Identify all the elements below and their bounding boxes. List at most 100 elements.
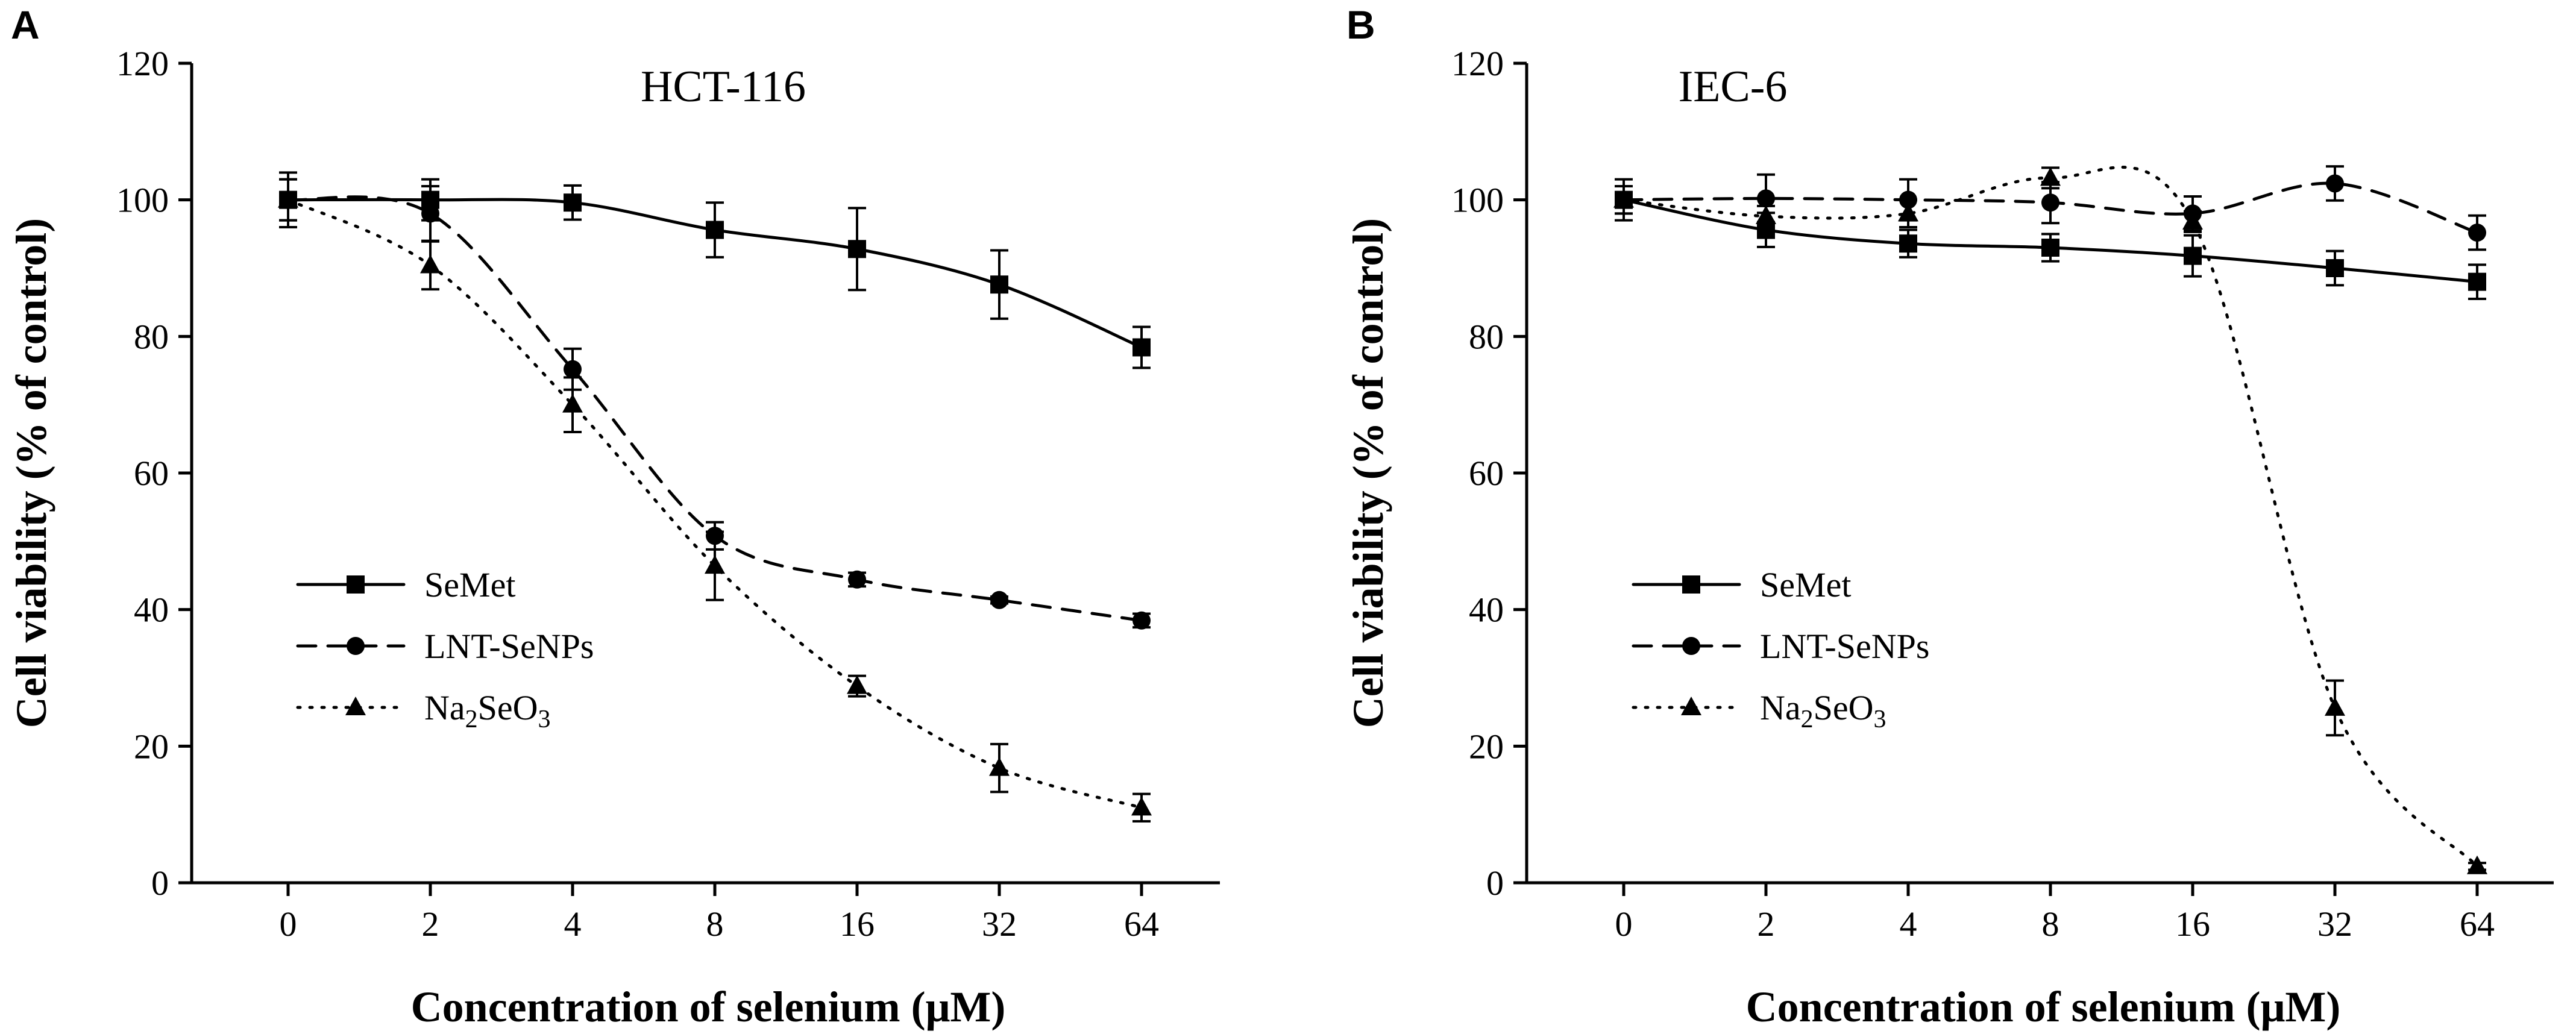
x-tick-label: 64 [2460, 904, 2495, 944]
legend-label-part: SeO [1814, 688, 1874, 727]
legend-label: Na2SeO3 [424, 688, 551, 733]
x-tick-label: 4 [1900, 904, 1917, 944]
legend-marker [347, 637, 365, 655]
legend-marker [1681, 697, 1701, 715]
y-tick-label: 60 [1469, 454, 1504, 493]
data-point [2184, 246, 2202, 265]
series-line [286, 195, 1143, 622]
legend-label-part: Na [1760, 688, 1801, 727]
data-point [2326, 259, 2344, 277]
data-point [2041, 239, 2059, 257]
data-point [564, 193, 582, 212]
data-point [2468, 272, 2486, 291]
data-point [1132, 611, 1151, 630]
x-axis-title: Concentration of selenium (μM) [1746, 983, 2341, 1031]
data-point [2326, 174, 2344, 193]
y-tick-label: 0 [1486, 863, 1504, 903]
data-point [1757, 189, 1775, 208]
data-point [989, 757, 1010, 776]
data-point [2041, 193, 2059, 212]
data-point [990, 591, 1008, 609]
data-point [1132, 338, 1151, 357]
y-tick-label: 20 [134, 727, 169, 766]
x-tick-label: 64 [1124, 904, 1159, 944]
legend-marker [1682, 637, 1700, 655]
series-na2seo3 [278, 171, 1152, 822]
y-tick-label: 100 [116, 181, 169, 220]
series-na2seo3 [1613, 166, 2487, 874]
data-point [2468, 224, 2486, 242]
data-point [1131, 797, 1152, 816]
x-tick-label: 4 [564, 904, 582, 944]
x-tick-label: 0 [1615, 904, 1633, 944]
legend-label-part: 2 [465, 706, 478, 733]
legend-label: Na2SeO3 [1760, 688, 1886, 733]
x-tick-label: 16 [840, 904, 875, 944]
y-tick-label: 80 [1469, 317, 1504, 356]
y-tick-label: 20 [1469, 727, 1504, 766]
legend-label-part: 3 [538, 706, 551, 733]
data-point [847, 675, 867, 694]
data-point [705, 555, 725, 574]
x-tick-label: 16 [2175, 904, 2210, 944]
y-tick-label: 40 [1469, 591, 1504, 630]
chart-title: IEC-6 [1679, 62, 1788, 111]
legend-label-part: SeMet [424, 565, 515, 604]
x-tick-label: 8 [2042, 904, 2059, 944]
x-tick-label: 2 [422, 904, 439, 944]
x-tick-label: 2 [1758, 904, 1775, 944]
data-point [848, 570, 866, 589]
series-semet [279, 178, 1151, 369]
y-tick-label: 60 [134, 454, 169, 493]
chart-title: HCT-116 [641, 62, 806, 111]
data-point [1756, 205, 1776, 224]
legend-label-part: Na [424, 688, 465, 727]
legend-label-part: 3 [1874, 706, 1886, 733]
legend-label-part: SeMet [1760, 565, 1851, 604]
x-axis-title: Concentration of selenium (μM) [411, 983, 1006, 1031]
y-axis-title: Cell viability (% of control) [7, 218, 55, 728]
legend-label-part: SeO [478, 688, 538, 727]
x-tick-label: 0 [280, 904, 297, 944]
data-point [2182, 210, 2203, 230]
data-point [848, 240, 866, 258]
legend-label: SeMet [1760, 565, 1851, 604]
data-point [278, 189, 298, 208]
y-tick-label: 120 [1451, 44, 1504, 83]
data-point [421, 204, 439, 223]
y-axis-title: Cell viability (% of control) [1344, 218, 1392, 728]
x-tick-label: 32 [982, 904, 1017, 944]
legend-label-part: LNT-SeNPs [424, 627, 594, 666]
data-point [562, 393, 583, 413]
legend-label-part: LNT-SeNPs [1760, 627, 1929, 666]
data-point [2467, 855, 2487, 874]
y-tick-label: 120 [116, 44, 169, 83]
legend-label-part: 2 [1801, 706, 1814, 733]
y-tick-label: 0 [151, 863, 169, 903]
data-point [1613, 189, 1634, 208]
y-tick-label: 40 [134, 591, 169, 630]
legend-marker [1682, 575, 1700, 594]
data-point [420, 254, 441, 274]
legend-label: LNT-SeNPs [1760, 627, 1929, 666]
x-tick-label: 8 [706, 904, 724, 944]
data-point [706, 221, 724, 239]
series-line [1622, 166, 2479, 868]
data-point [2325, 697, 2345, 716]
panel-letter: A [11, 2, 40, 47]
data-point [1899, 234, 1917, 253]
y-tick-label: 80 [134, 317, 169, 356]
data-point [990, 275, 1008, 294]
legend-label: SeMet [424, 565, 515, 604]
legend-marker [347, 575, 365, 594]
x-tick-label: 32 [2317, 904, 2352, 944]
y-tick-label: 100 [1451, 181, 1504, 220]
legend-marker [345, 697, 366, 715]
panel-letter: B [1346, 2, 1375, 47]
data-point [564, 360, 582, 378]
data-point [2040, 167, 2061, 186]
data-point [1898, 202, 1918, 222]
